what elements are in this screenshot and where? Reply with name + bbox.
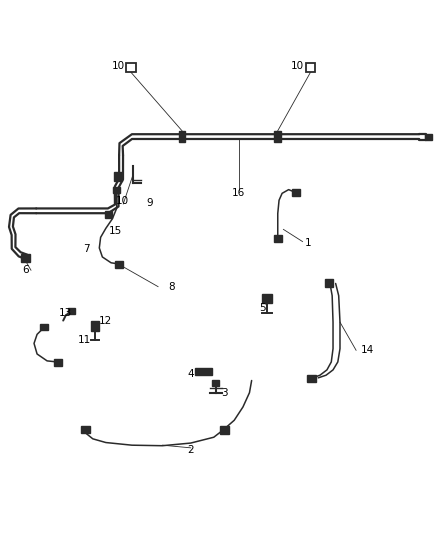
Text: 1: 1: [305, 238, 311, 248]
Bar: [91, 321, 99, 330]
Text: 10: 10: [291, 61, 304, 71]
Text: 10: 10: [111, 61, 124, 71]
Text: 10: 10: [116, 196, 129, 206]
Text: 2: 2: [187, 446, 194, 456]
Text: 15: 15: [109, 226, 122, 236]
Bar: [115, 261, 123, 268]
Bar: [274, 235, 282, 242]
Bar: [262, 294, 272, 303]
Bar: [105, 211, 112, 218]
Text: 9: 9: [146, 198, 153, 208]
Text: 14: 14: [360, 345, 374, 356]
Text: 4: 4: [187, 369, 194, 378]
Bar: [67, 308, 74, 314]
Text: 12: 12: [99, 316, 113, 326]
Text: 8: 8: [168, 281, 174, 292]
Bar: [220, 426, 229, 433]
Bar: [54, 359, 62, 366]
Bar: [21, 254, 30, 262]
Text: 16: 16: [232, 188, 245, 198]
Bar: [425, 134, 432, 140]
Text: 5: 5: [259, 303, 266, 313]
Bar: [292, 189, 300, 196]
Bar: [81, 425, 90, 433]
Bar: [212, 380, 219, 386]
Bar: [307, 375, 316, 382]
Text: 13: 13: [59, 308, 72, 318]
Bar: [126, 63, 136, 72]
Bar: [179, 131, 185, 142]
Bar: [113, 187, 120, 193]
Text: 3: 3: [221, 387, 227, 398]
Bar: [114, 172, 122, 181]
Bar: [274, 131, 281, 142]
Text: 6: 6: [22, 265, 28, 275]
Bar: [325, 279, 333, 287]
Bar: [40, 324, 47, 330]
Bar: [306, 63, 315, 72]
Polygon shape: [195, 368, 212, 375]
Text: 7: 7: [83, 244, 89, 254]
Text: 11: 11: [78, 335, 91, 345]
